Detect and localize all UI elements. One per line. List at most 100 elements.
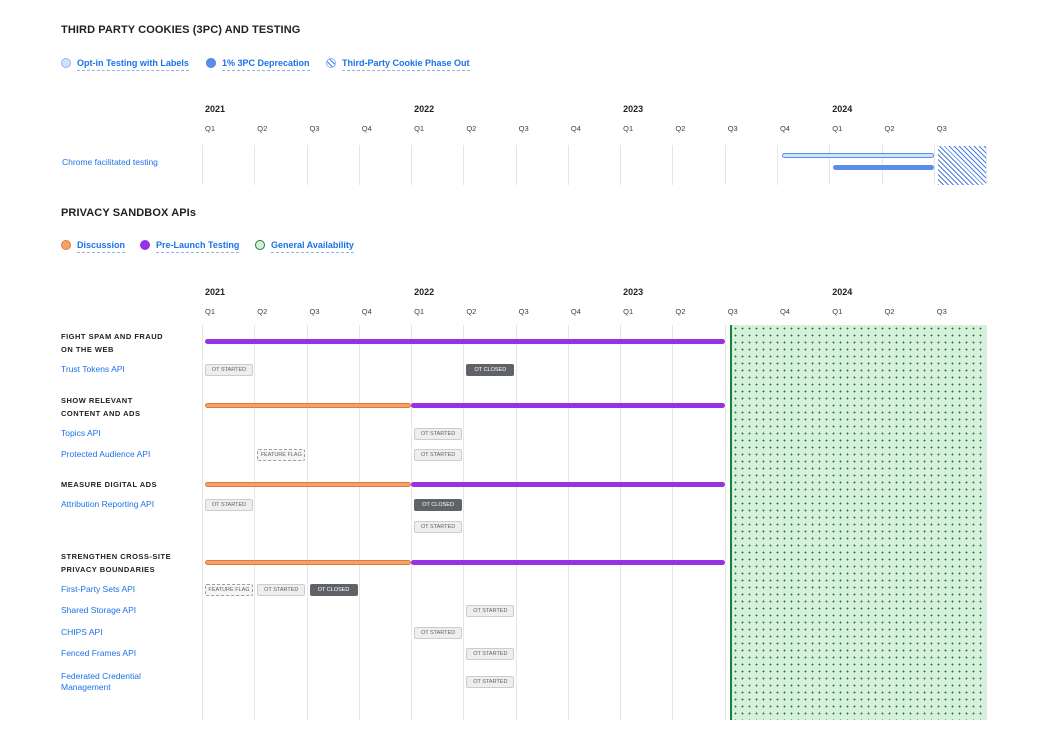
quarter-label: Q2 [466, 124, 477, 133]
api-link[interactable]: Fenced Frames API [61, 648, 137, 658]
quarter-label: Q3 [309, 124, 320, 133]
gridline [934, 145, 935, 185]
gridline [725, 325, 726, 720]
api-link[interactable]: Federated Credential Management [61, 671, 141, 692]
quarter-label: Q1 [623, 307, 634, 316]
group-title: STRENGTHEN CROSS-SITE PRIVACY BOUNDARIES [61, 552, 172, 574]
quarter-label: Q1 [623, 124, 634, 133]
gridline [307, 325, 308, 720]
quarter-label: Q3 [727, 124, 738, 133]
quarter-label: Q3 [518, 124, 529, 133]
milestone-badge-started: OT STARTED [466, 605, 515, 617]
milestone-badge-started: OT STARTED [205, 364, 253, 376]
gridline [672, 325, 673, 720]
legend-item[interactable]: Third-Party Cookie Phase Out [342, 58, 470, 71]
api-link[interactable]: Shared Storage API [61, 605, 137, 615]
year-label: 2022 [414, 287, 435, 297]
bar-opt-in-testing [781, 153, 934, 158]
milestone-badge-started: OT STARTED [257, 584, 306, 596]
gridline [516, 325, 517, 720]
milestone-badge-started: OT STARTED [414, 449, 463, 461]
quarter-label: Q4 [779, 124, 790, 133]
group-title: FIGHT SPAM AND FRAUD ON THE WEB [61, 332, 164, 354]
api-link[interactable]: CHIPS API [61, 627, 103, 637]
legend-light-circle-icon [61, 58, 71, 68]
quarter-label: Q2 [257, 124, 268, 133]
gridline [202, 325, 203, 720]
year-label: 2024 [832, 287, 853, 297]
quarter-label: Q1 [205, 124, 216, 133]
gridline [620, 325, 621, 720]
gridline [411, 145, 412, 185]
bar-discussion [205, 560, 412, 565]
gridline [777, 145, 778, 185]
row-label-chrome-facilitated-testing[interactable]: Chrome facilitated testing [62, 157, 158, 167]
api-link[interactable]: Trust Tokens API [61, 364, 125, 374]
bar-1pct-deprecation [833, 165, 934, 170]
legend-item[interactable]: Pre-Launch Testing [156, 240, 240, 253]
quarter-label: Q4 [779, 307, 790, 316]
gridline [620, 145, 621, 185]
gridline [463, 145, 464, 185]
quarter-label: Q2 [257, 307, 268, 316]
milestone-badge-flag: FEATURE FLAG [205, 584, 253, 596]
gridline [254, 325, 255, 720]
legend-hatched-circle-icon [326, 58, 336, 68]
quarter-label: Q4 [361, 307, 372, 316]
gridline [254, 145, 255, 185]
year-label: 2023 [623, 287, 644, 297]
gridline [568, 145, 569, 185]
milestone-badge-started: OT STARTED [466, 648, 515, 660]
bar-pre-launch-testing [411, 560, 725, 565]
quarter-label: Q4 [570, 124, 581, 133]
year-label: 2023 [623, 104, 644, 114]
area-3pc-phase-out [937, 146, 986, 185]
legend-item[interactable]: Opt-in Testing with Labels [77, 58, 189, 71]
quarter-label: Q1 [832, 124, 843, 133]
gridline [725, 145, 726, 185]
bar-discussion [205, 403, 412, 408]
group-title: SHOW RELEVANT CONTENT AND ADS [61, 396, 141, 418]
gridline [202, 145, 203, 185]
gridline [463, 325, 464, 720]
bar-discussion [205, 482, 412, 487]
bar-pre-launch-testing [205, 339, 725, 344]
milestone-badge-flag: FEATURE FLAG [257, 449, 306, 461]
api-link[interactable]: Protected Audience API [61, 449, 151, 459]
gridline [307, 145, 308, 185]
api-link[interactable]: Topics API [61, 428, 101, 438]
api-link[interactable]: First-Party Sets API [61, 584, 136, 594]
quarter-label: Q2 [675, 124, 686, 133]
milestone-badge-closed: OT CLOSED [466, 364, 515, 376]
gridline [986, 325, 987, 720]
gridline [516, 145, 517, 185]
api-link[interactable]: Attribution Reporting API [61, 499, 155, 509]
quarter-label: Q1 [832, 307, 843, 316]
legend-orange-circle-icon [61, 240, 71, 250]
gridline [359, 145, 360, 185]
group-title: MEASURE DIGITAL ADS [61, 480, 158, 489]
milestone-badge-closed: OT CLOSED [309, 584, 358, 596]
milestone-badge-started: OT STARTED [414, 428, 463, 440]
gridline [986, 145, 987, 185]
legend-item[interactable]: 1% 3PC Deprecation [222, 58, 310, 71]
bar-pre-launch-testing [411, 482, 725, 487]
gridline [359, 325, 360, 720]
legend-item[interactable]: General Availability [271, 240, 354, 253]
gridline [568, 325, 569, 720]
gridline [672, 145, 673, 185]
section-title-privacy-sandbox: PRIVACY SANDBOX APIs [61, 207, 197, 219]
quarter-label: Q3 [309, 307, 320, 316]
quarter-label: Q3 [518, 307, 529, 316]
milestone-badge-started: OT STARTED [414, 627, 463, 639]
bar-pre-launch-testing [411, 403, 725, 408]
year-label: 2021 [205, 287, 226, 297]
legend-item[interactable]: Discussion [77, 240, 126, 253]
legend-filled-circle-icon [206, 58, 216, 68]
gridline [411, 325, 412, 720]
milestone-badge-started: OT STARTED [466, 676, 515, 688]
quarter-label: Q2 [884, 307, 895, 316]
milestone-badge-closed: OT CLOSED [414, 499, 463, 511]
quarter-label: Q4 [361, 124, 372, 133]
